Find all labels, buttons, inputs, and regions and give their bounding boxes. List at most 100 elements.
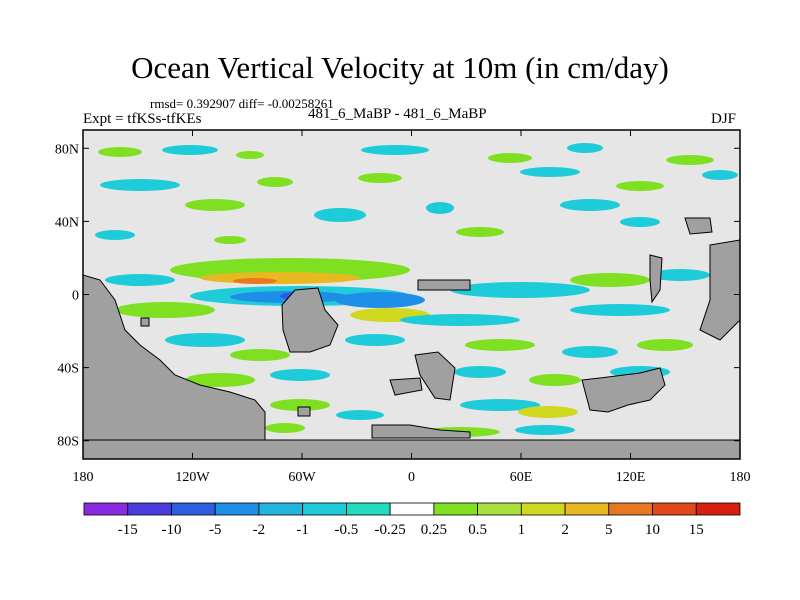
x-tick-label: 180 xyxy=(73,470,94,485)
colorbar-box xyxy=(258,502,304,516)
land-island xyxy=(684,217,713,235)
colorbar-label: 5 xyxy=(605,522,613,538)
field-patch xyxy=(214,236,246,244)
field-patch xyxy=(456,227,504,237)
field-patch xyxy=(115,302,215,318)
field-patch xyxy=(105,274,175,286)
colorbar-label: -0.5 xyxy=(335,522,359,538)
land-north-america-west xyxy=(699,239,740,341)
y-tick-label: 0 xyxy=(72,289,79,304)
field-patch xyxy=(567,143,603,153)
colorbar-label: 15 xyxy=(689,522,704,538)
field-patch xyxy=(454,366,506,378)
colorbar-label: 1 xyxy=(518,522,526,538)
colorbar-label: -2 xyxy=(253,522,266,538)
field-patch xyxy=(200,272,360,284)
field-patch xyxy=(488,153,532,163)
field-patch xyxy=(529,374,581,386)
field-patch xyxy=(185,199,245,211)
colorbar-box xyxy=(477,502,522,516)
x-tick-label: 60W xyxy=(288,470,316,485)
field-patch xyxy=(400,314,520,326)
land-masses xyxy=(83,217,740,459)
chart-subtitle: 481_6_MaBP - 481_6_MaBP xyxy=(308,106,487,122)
colorbar-box xyxy=(608,502,653,516)
land-island xyxy=(414,351,456,401)
colorbar-box xyxy=(695,502,741,516)
field-patch xyxy=(465,339,535,351)
colorbar-box xyxy=(520,502,566,516)
field-patch xyxy=(560,199,620,211)
land-asia-east xyxy=(649,254,663,304)
colorbar-box xyxy=(389,502,435,516)
colorbar-box xyxy=(171,502,216,516)
velocity-contours xyxy=(95,143,738,437)
map-field xyxy=(83,130,740,459)
field-patch xyxy=(426,202,454,214)
land-island xyxy=(297,406,311,417)
field-patch xyxy=(336,410,384,420)
x-tick-label: 0 xyxy=(408,470,415,485)
field-patch xyxy=(460,399,540,411)
field-patch xyxy=(100,179,180,191)
field-patch xyxy=(236,151,264,159)
chart-title: Ocean Vertical Velocity at 10m (in cm/da… xyxy=(131,50,669,85)
field-patch xyxy=(616,181,664,191)
land-australia xyxy=(581,367,666,413)
stats-text: rmsd= 0.392907 diff= -0.00258261 xyxy=(150,96,334,111)
colorbar-box xyxy=(345,502,391,516)
y-axis: 80N 40N 0 40S 80S xyxy=(55,142,740,450)
field-patch xyxy=(361,145,429,155)
field-patch xyxy=(450,282,590,298)
land-antarctic-shelf xyxy=(83,439,740,459)
y-tick-label: 80S xyxy=(57,435,79,450)
field-patch xyxy=(570,273,650,287)
experiment-label: Expt = tfKSs-tfKEs xyxy=(83,111,202,127)
x-tick-label: 120E xyxy=(616,470,646,485)
colorbar-box xyxy=(652,502,697,516)
field-patch xyxy=(230,349,290,361)
y-tick-label: 40N xyxy=(55,215,79,230)
field-patch xyxy=(270,369,330,381)
colorbar-box xyxy=(214,502,260,516)
field-patch xyxy=(335,292,425,308)
field-patch xyxy=(185,373,255,387)
field-patch xyxy=(165,333,245,347)
field-patch xyxy=(620,217,660,227)
land-africa xyxy=(281,287,339,353)
y-tick-label: 80N xyxy=(55,142,79,157)
field-patch xyxy=(702,170,738,180)
field-patch xyxy=(358,173,402,183)
field-patch xyxy=(637,339,693,351)
field-patch xyxy=(270,399,330,411)
colorbar-label: -5 xyxy=(209,522,222,538)
field-patch xyxy=(518,406,578,418)
colorbar-label: 10 xyxy=(645,522,660,538)
colorbar-label: 0.5 xyxy=(468,522,487,538)
colorbar: -15 -10 -5 -2 -1 -0.5 -0.25 0.25 0.5 1 2 5 10 15 xyxy=(83,502,741,538)
colorbar-label: -15 xyxy=(118,522,138,538)
season-label: DJF xyxy=(711,111,737,127)
x-tick-label: 180 xyxy=(730,470,751,485)
field-patch xyxy=(666,155,714,165)
colorbar-label: -10 xyxy=(161,522,181,538)
land-island xyxy=(140,317,150,327)
land-americas-south xyxy=(83,274,266,441)
field-patch xyxy=(570,304,670,316)
y-tick-label: 40S xyxy=(57,362,79,377)
field-patch xyxy=(314,208,366,222)
colorbar-label: 2 xyxy=(561,522,569,538)
x-tick-label: 120W xyxy=(175,470,210,485)
land-island xyxy=(417,279,471,291)
field-patch xyxy=(98,147,142,157)
colorbar-label: -1 xyxy=(296,522,309,538)
colorbar-box xyxy=(83,502,129,516)
field-patch xyxy=(520,167,580,177)
colorbar-box xyxy=(127,502,172,516)
field-patch xyxy=(562,346,618,358)
colorbar-box xyxy=(564,502,610,516)
land-antarctic-peninsula xyxy=(371,424,471,439)
x-tick-label: 60E xyxy=(510,470,533,485)
land-island xyxy=(389,377,423,396)
